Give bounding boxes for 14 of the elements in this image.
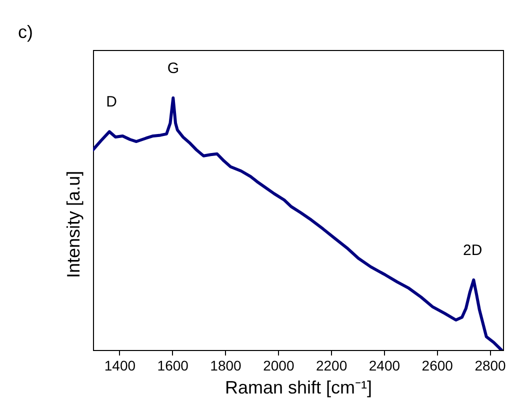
x-tick-label: 2400 <box>368 358 400 374</box>
x-tick-label: 1600 <box>157 358 189 374</box>
x-tick-label: 1400 <box>104 358 136 374</box>
x-tick-label: 2600 <box>422 358 454 374</box>
annotation: D <box>106 94 118 111</box>
annotation: 2D <box>462 242 482 259</box>
x-tick-label: 1800 <box>210 358 242 374</box>
chart-title: c) <box>18 22 33 42</box>
x-tick-label: 2200 <box>316 358 348 374</box>
x-tick-label: 2800 <box>474 358 506 374</box>
y-axis-title: Intensity [a.u] <box>64 170 84 278</box>
x-axis-title: Raman shift [cm⁻¹] <box>224 378 372 398</box>
x-tick-label: 2000 <box>263 358 294 374</box>
annotation: G <box>167 60 179 77</box>
